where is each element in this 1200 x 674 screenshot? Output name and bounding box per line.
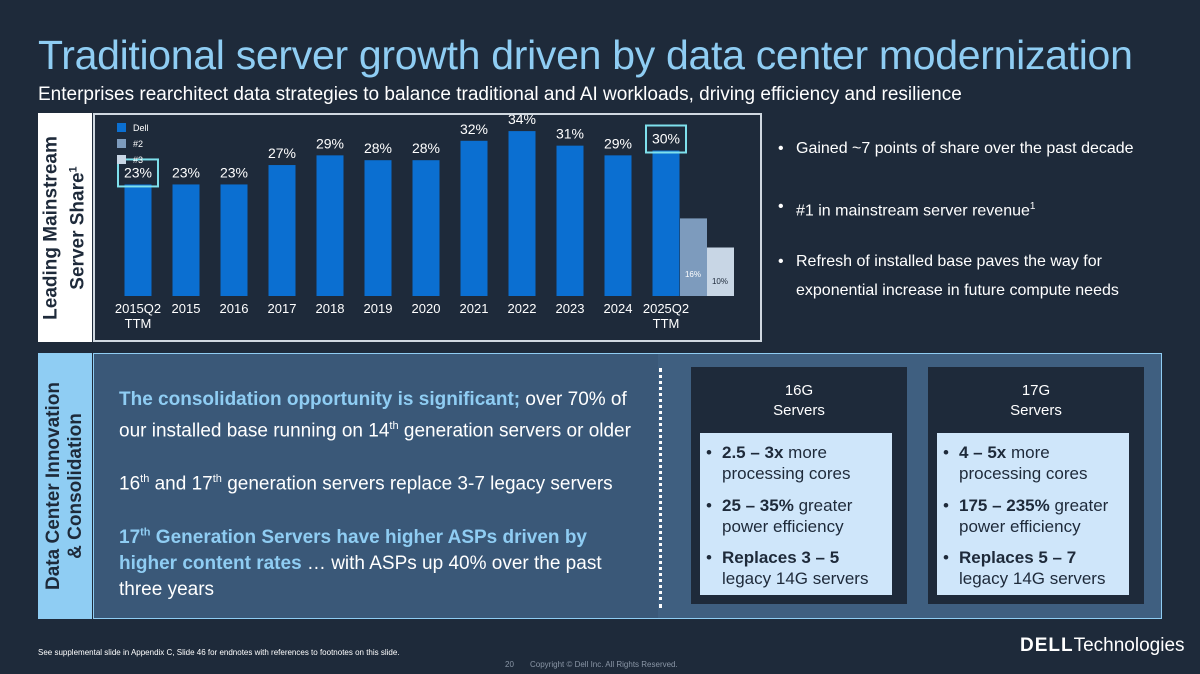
server-card-16g-body: • 2.5 – 3x more processing cores • 25 – 35… <box>700 433 892 595</box>
server-card-17g: 17G Servers • 4 – 5x more processing core… <box>928 367 1144 604</box>
data-label-3: 27% <box>268 145 296 161</box>
side-label-top-sup: 1 <box>67 165 80 172</box>
bar-dell-10 <box>604 155 632 296</box>
copyright: Copyright © Dell Inc. All Rights Reserve… <box>530 660 678 669</box>
x-tick-label-0-1: TTM <box>125 316 152 331</box>
server-17g-item-replaces: • Replaces 5 – 7 legacy 14G servers <box>943 548 1106 588</box>
share-chart-panel: 23% 23% 23% 27% 29% 28% 28% 32% 34% 31% 29% 30% 16% 1… <box>93 113 762 342</box>
bullet-share-gain: • Gained ~7 points of share over the past… <box>778 140 1134 157</box>
consolidation-text-area: The consolidation opportunity is signifi… <box>94 354 658 618</box>
bar-dell-9 <box>556 145 584 296</box>
x-tick-label-7-0: 2021 <box>460 301 489 316</box>
page-subtitle: Enterprises rearchitect data strategies … <box>38 84 962 105</box>
side-label-top: Leading Mainstream Server Share1 <box>38 113 92 342</box>
dell-technologies-logo: DELLTechnologies <box>1020 635 1185 656</box>
bar-dell-2 <box>220 184 248 296</box>
consolidation-paragraph-3: 17th Generation Servers have higher ASPs… <box>119 526 602 600</box>
bar-second <box>680 218 707 296</box>
bullet-revenue-rank: • #1 in mainstream server revenue1 <box>778 198 1036 220</box>
footnote: See supplemental slide in Appendix C, Sl… <box>38 648 400 657</box>
bar-dell-11 <box>652 150 680 296</box>
bullet-revenue-rank-text: #1 in mainstream server revenue <box>796 202 1030 220</box>
x-tick-label-5-0: 2019 <box>364 301 393 316</box>
data-label-1: 23% <box>172 164 200 180</box>
x-tick-label-8-0: 2022 <box>508 301 537 316</box>
x-tick-label-6-0: 2020 <box>412 301 441 316</box>
server-17g-item-cores: • 4 – 5x more processing cores <box>943 443 1088 483</box>
side-label-bottom: Data Center Innovation & Consolidation <box>38 353 92 619</box>
side-label-top-line2: Server Share <box>67 171 89 290</box>
consolidation-paragraph-1: The consolidation opportunity is signifi… <box>119 389 631 442</box>
data-label-0: 23% <box>124 164 152 180</box>
server-card-17g-head: 17G Servers <box>1010 382 1062 419</box>
page-number: 20 <box>505 660 514 669</box>
x-tick-label-4-0: 2018 <box>316 301 345 316</box>
bar-dell-0 <box>124 184 152 296</box>
server-16g-item-cores: • 2.5 – 3x more processing cores <box>706 443 851 483</box>
data-label-5: 28% <box>364 140 392 156</box>
bar-third <box>707 247 734 296</box>
data-label-2: 23% <box>220 164 248 180</box>
bar-dell-4 <box>316 155 344 296</box>
data-label-10: 29% <box>604 135 632 151</box>
data-label-6: 28% <box>412 140 440 156</box>
dotted-divider <box>659 368 662 608</box>
server-16g-item-power: • 25 – 35% greater power efficiency <box>706 496 853 536</box>
server-card-16g: 16G Servers • 2.5 – 3x more processing co… <box>691 367 907 604</box>
bar-dell-7 <box>460 140 488 296</box>
x-tick-label-3-0: 2017 <box>268 301 297 316</box>
server-card-17g-body: • 4 – 5x more processing cores • 175 – 235… <box>937 433 1129 595</box>
data-label-third: 10% <box>712 277 728 286</box>
x-tick-label-9-0: 2023 <box>556 301 585 316</box>
x-tick-label-1-0: 2015 <box>172 301 201 316</box>
x-tick-label-11-1: TTM <box>653 316 680 331</box>
data-label-second: 16% <box>685 270 701 279</box>
share-bar-chart: 23% 23% 23% 27% 29% 28% 28% 32% 34% 31% 29% 30% 16% 1… <box>115 115 734 331</box>
x-tick-label-2-0: 2016 <box>220 301 249 316</box>
server-16g-item-replaces: • Replaces 3 – 5 legacy 14G servers <box>706 548 869 588</box>
highlight-box-11 <box>645 124 687 154</box>
bar-dell-1 <box>172 184 200 296</box>
data-label-9: 31% <box>556 126 584 142</box>
server-17g-item-power: • 175 – 235% greater power efficiency <box>943 496 1109 536</box>
side-label-top-line1: Leading Mainstream <box>40 135 62 320</box>
consolidation-panel: The consolidation opportunity is signifi… <box>93 353 1162 619</box>
page-title: Traditional server growth driven by data… <box>38 32 1133 78</box>
consolidation-paragraph-2: 16th and 17th generation servers replace… <box>119 473 613 495</box>
server-card-16g-head: 16G Servers <box>773 382 825 419</box>
legend-swatch-0 <box>117 123 126 132</box>
legend-label-1: #2 <box>133 139 143 149</box>
bullet-refresh: • Refresh of installed base paves the way… <box>778 253 1119 299</box>
side-label-bottom-line1: Data Center Innovation <box>43 382 64 590</box>
side-label-bottom-line2: & Consolidation <box>65 413 86 559</box>
x-tick-label-10-0: 2024 <box>604 301 633 316</box>
legend-label-0: Dell <box>133 123 149 133</box>
bar-dell-5 <box>364 160 392 296</box>
data-label-4: 29% <box>316 135 344 151</box>
legend-swatch-2 <box>117 155 126 164</box>
bullet-revenue-rank-sup: 1 <box>1029 201 1036 212</box>
bar-dell-6 <box>412 160 440 296</box>
x-tick-label-11-0: 2025Q2 <box>643 301 689 316</box>
legend-swatch-1 <box>117 139 126 148</box>
bar-dell-8 <box>508 131 536 296</box>
data-label-7: 32% <box>460 121 488 137</box>
data-label-11: 30% <box>652 131 680 147</box>
bar-dell-3 <box>268 165 296 296</box>
legend-label-2: #3 <box>133 155 143 165</box>
consolidation-text: The consolidation opportunity is signifi… <box>119 387 639 625</box>
highlight-box-0 <box>117 158 159 188</box>
data-label-8: 34% <box>508 115 536 127</box>
x-tick-label-0-0: 2015Q2 <box>115 301 161 316</box>
